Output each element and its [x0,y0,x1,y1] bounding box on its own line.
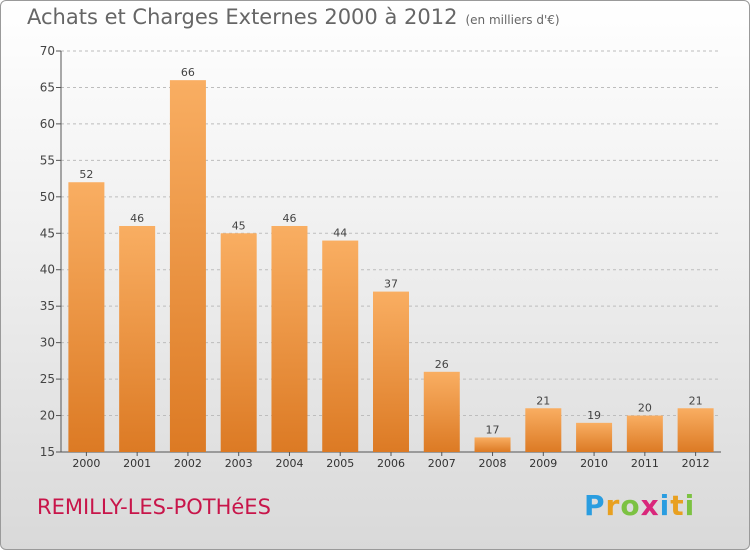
data-label: 21 [689,394,703,407]
data-label: 45 [232,219,246,232]
x-tick-label: 2002 [174,457,202,470]
y-tick-label: 30 [40,336,55,350]
bar [322,240,359,452]
data-label: 46 [282,212,296,225]
data-label: 52 [79,168,93,181]
y-tick-label: 20 [40,409,55,423]
bar [576,422,613,452]
bar [220,233,257,452]
y-tick-label: 15 [40,445,55,459]
y-tick-label: 45 [40,226,55,240]
y-tick-label: 40 [40,263,55,277]
data-label: 20 [638,402,652,415]
chart-title: Achats et Charges Externes 2000 à 2012 (e… [27,5,560,29]
data-label: 37 [384,278,398,291]
logo-letter: P [584,489,606,522]
bar [474,437,511,452]
chart-title-text: Achats et Charges Externes 2000 à 2012 [27,5,458,29]
bar [677,408,714,452]
bars: 52 46 66 45 46 44 37 26 17 21 19 20 21 [68,66,714,452]
logo-letter: r [605,489,621,522]
logo-letter: i [684,489,696,522]
x-tick-label: 2009 [529,457,557,470]
bar [373,291,409,452]
x-tick-label: 2001 [123,457,151,470]
logo-letter: o [620,489,641,522]
logo-letter: t [670,489,685,522]
data-label: 21 [536,394,550,407]
data-label: 17 [486,423,500,436]
x-tick-label: 2011 [631,457,659,470]
data-label: 26 [435,358,449,371]
bar [119,225,156,452]
x-tick-label: 2005 [326,457,354,470]
y-tick-label: 50 [40,190,55,204]
x-tick-label: 2000 [72,457,100,470]
bar [271,225,308,452]
logo-letter: i [659,489,671,522]
axes: 15 20 25 30 35 40 45 50 55 60 65 70 2000 2001 2002 2003… [40,44,721,470]
commune-name: REMILLY-LES-POTHéES [37,495,271,519]
x-tick-label: 2006 [377,457,405,470]
logo-letter: x [640,489,660,522]
x-tick-label: 2012 [682,457,710,470]
bar [423,371,460,452]
x-tick-label: 2004 [275,457,303,470]
y-tick-label: 65 [40,80,55,94]
data-label: 46 [130,212,144,225]
y-tick-label: 25 [40,372,55,386]
proxiti-logo[interactable]: Proxiti [584,489,695,522]
data-label: 19 [587,409,601,422]
x-tick-label: 2007 [428,457,456,470]
bar [169,80,206,452]
x-tick-label: 2010 [580,457,608,470]
y-tick-label: 70 [40,44,55,58]
y-tick-label: 35 [40,299,55,313]
data-label: 66 [181,66,195,79]
y-tick-label: 55 [40,153,55,167]
y-tick-label: 60 [40,117,55,131]
bar [626,415,663,452]
chart-subtitle: (en milliers d'€) [465,13,560,27]
bar [525,408,562,452]
data-label: 44 [333,227,347,240]
bar [68,182,105,452]
x-tick-label: 2008 [479,457,507,470]
x-tick-label: 2003 [225,457,253,470]
